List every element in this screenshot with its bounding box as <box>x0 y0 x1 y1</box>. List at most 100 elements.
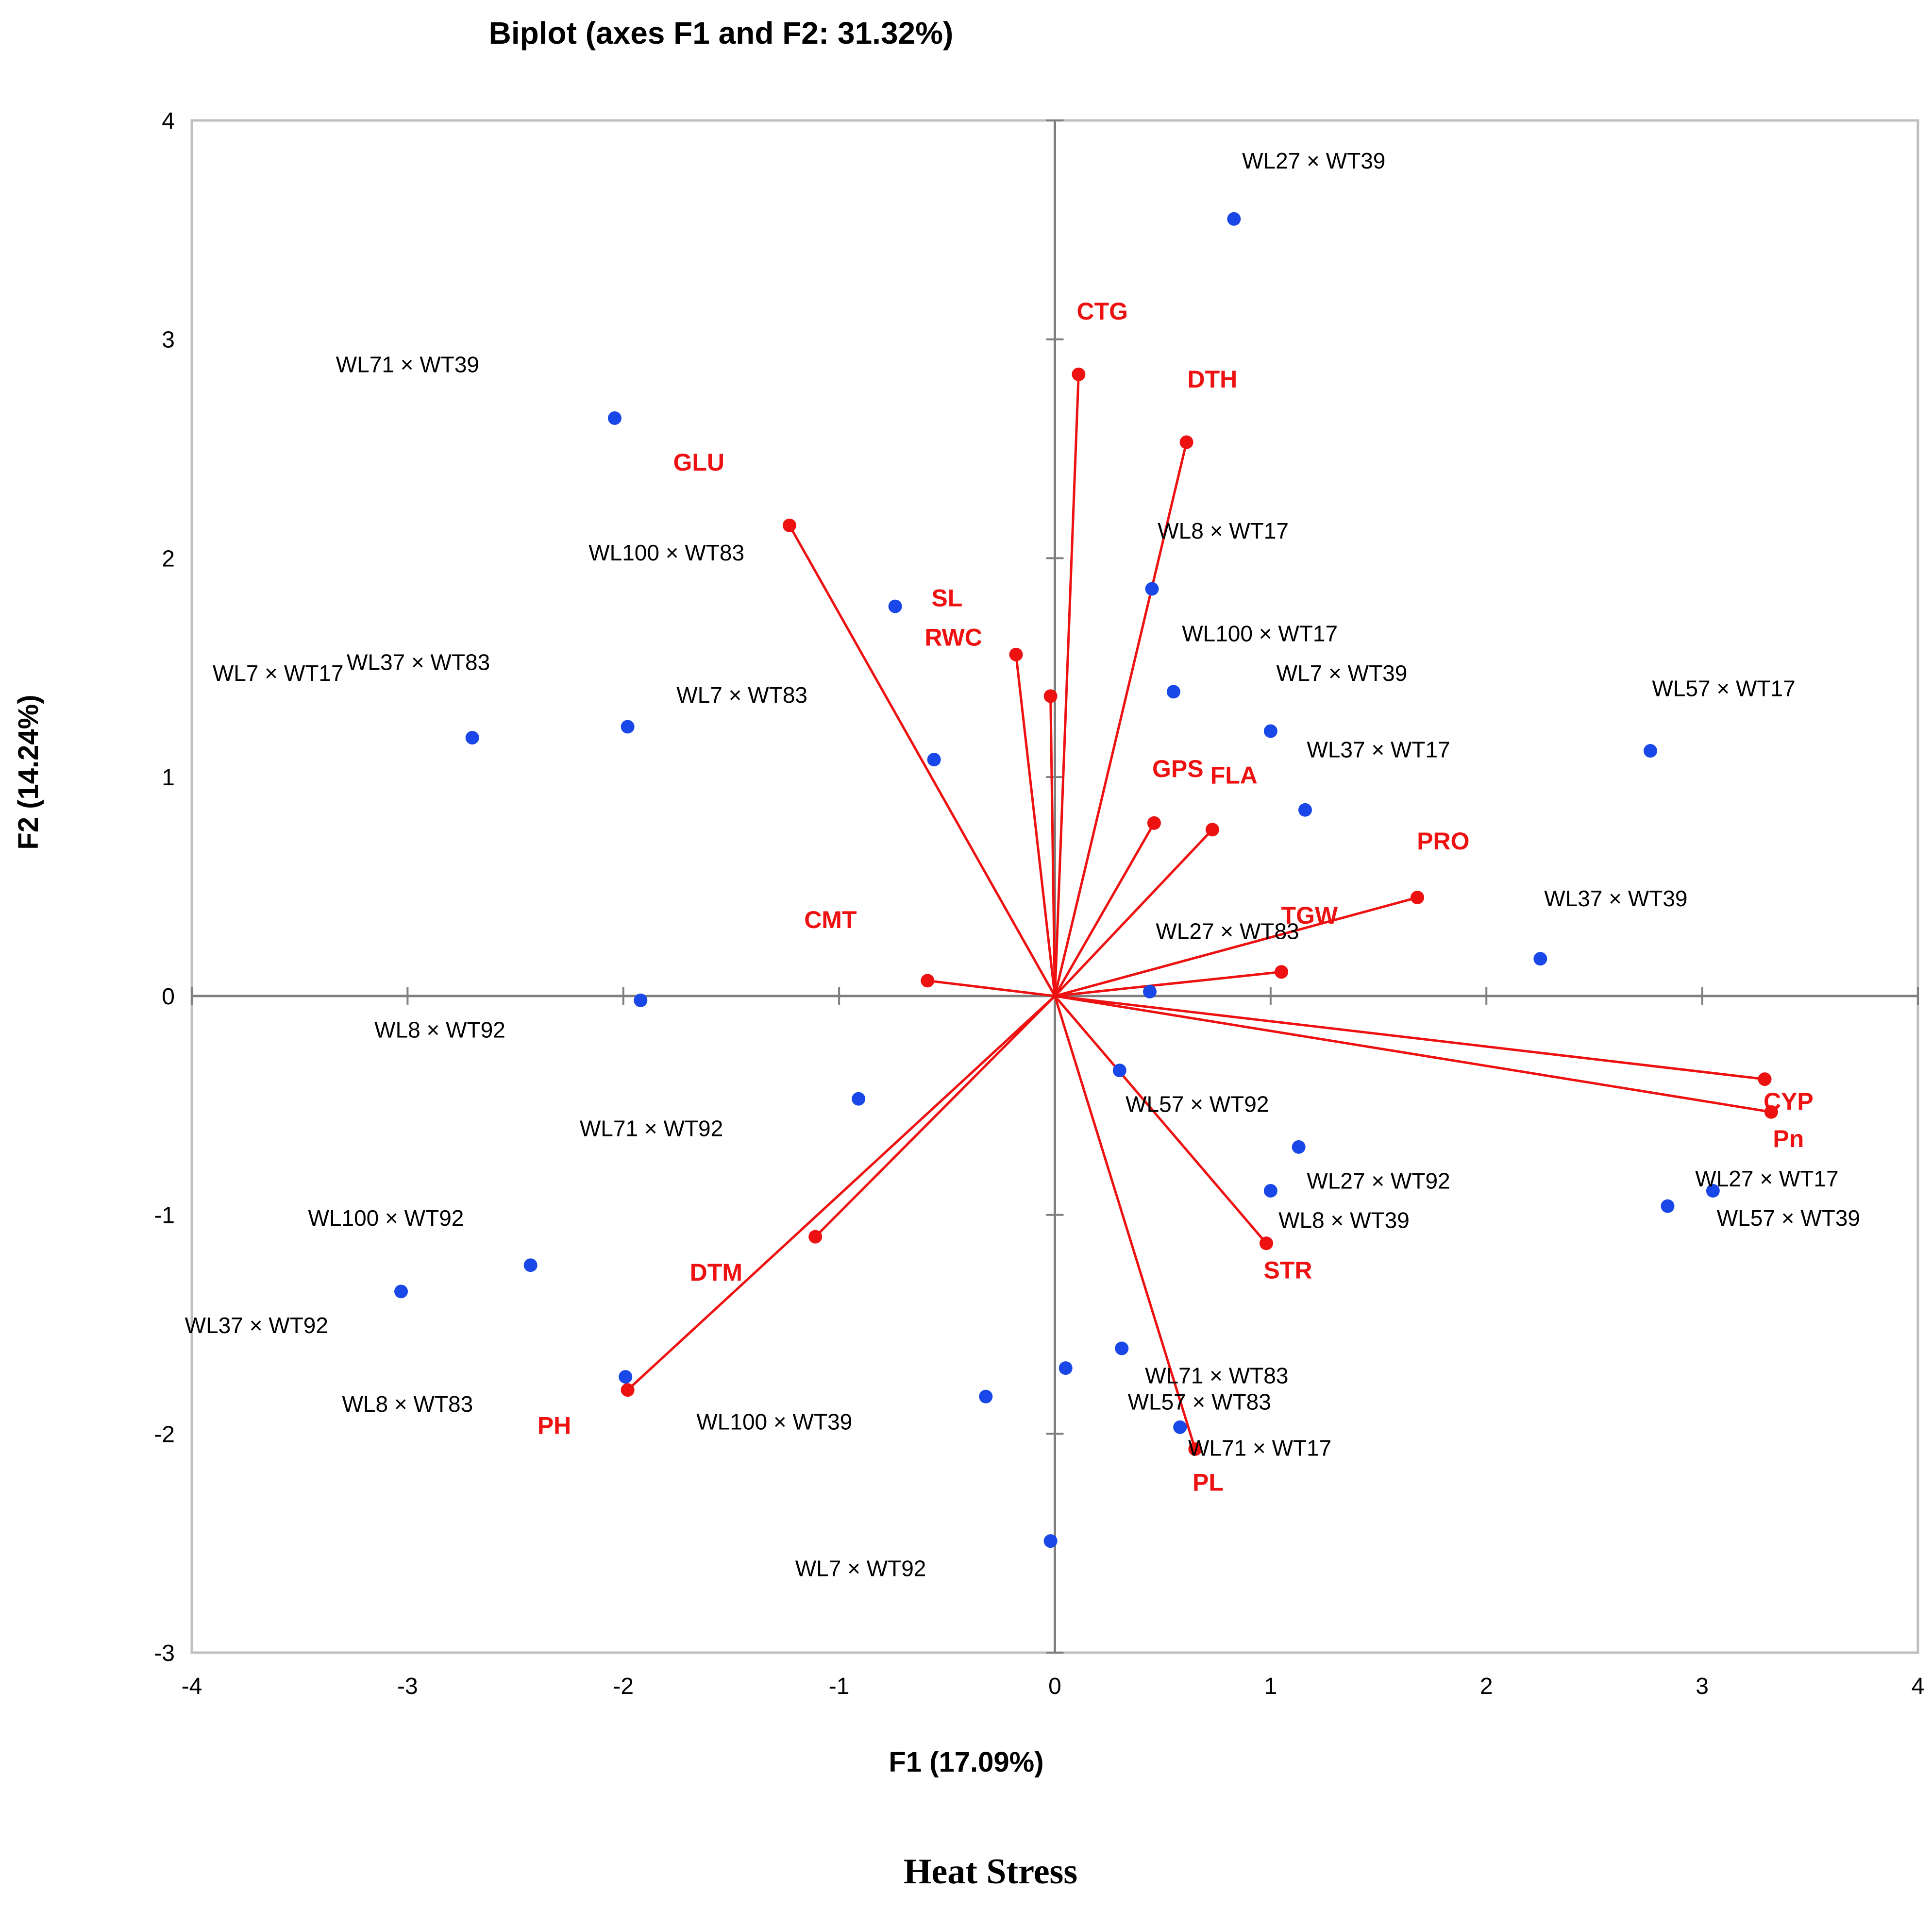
observation-point <box>1227 212 1241 226</box>
observation-point <box>1643 744 1657 758</box>
x-tick-label: 0 <box>1048 1674 1061 1699</box>
variable-vector-dth <box>1054 441 1188 997</box>
variable-vector-ctg <box>1054 374 1080 996</box>
observation-point <box>1533 952 1547 966</box>
variable-point-pl <box>1188 1442 1202 1456</box>
variable-vector-tgw <box>1055 970 1282 998</box>
variable-label-fla: FLA <box>1210 762 1258 789</box>
variable-vector-ph <box>626 995 1056 1391</box>
observation-label: WL7 × WT17 <box>213 660 344 686</box>
observation-point <box>852 1092 866 1106</box>
observation-label: WL37 × WT17 <box>1307 737 1450 762</box>
variable-label-dth: DTH <box>1188 366 1238 393</box>
x-tick-label: -4 <box>182 1674 202 1699</box>
variable-label-glu: GLU <box>673 449 725 476</box>
observation-label: WL100 × WT17 <box>1182 621 1338 646</box>
observation-point <box>1661 1199 1675 1213</box>
observation-point <box>465 731 479 745</box>
chart-title: Biplot (axes F1 and F2: 31.32%) <box>489 16 954 51</box>
observation-label: WL71 × WT39 <box>336 352 479 377</box>
observation-point <box>621 720 635 734</box>
y-tick-label: 3 <box>162 327 175 353</box>
variable-point-pro <box>1411 891 1425 905</box>
variable-label-cmt: CMT <box>804 906 857 933</box>
tick-labels: -4 -3 -2 -1 0 1 2 3 4 -3 -2 -1 0 1 2 3 4 <box>154 108 1924 1699</box>
observation-label: WL71 × WT92 <box>580 1116 723 1141</box>
variable-vector-sl <box>1049 696 1056 996</box>
observation-point <box>523 1258 538 1272</box>
observation-label: WL37 × WT92 <box>185 1313 328 1338</box>
observation-point <box>1043 1534 1058 1548</box>
variable-vector-pn <box>1055 995 1772 1114</box>
x-tick-label: 4 <box>1912 1674 1925 1699</box>
y-tick-label: -3 <box>154 1640 175 1666</box>
variable-point-cyp <box>1758 1072 1772 1086</box>
observation-label: WL7 × WT92 <box>795 1556 926 1581</box>
variable-point-rwc <box>1009 647 1023 661</box>
variable-vectors <box>621 367 1778 1456</box>
x-axis-title: F1 (17.09%) <box>889 1746 1043 1778</box>
observation-label: WL27 × WT17 <box>1695 1166 1838 1191</box>
y-axis-title: F2 (14.24%) <box>13 694 44 849</box>
variable-point-glu <box>782 518 796 532</box>
x-tick-label: -2 <box>613 1674 634 1699</box>
y-tick-label: -1 <box>154 1203 175 1229</box>
variable-vector-dtm <box>814 995 1056 1238</box>
observation-point <box>607 411 622 425</box>
observation-point <box>1166 685 1180 699</box>
observation-label: WL100 × WT92 <box>308 1205 464 1231</box>
observation-point <box>888 599 902 613</box>
observation-label: WL100 × WT39 <box>696 1409 852 1434</box>
variable-label-str: STR <box>1263 1256 1312 1284</box>
y-tick-label: 2 <box>162 546 175 572</box>
x-tick-label: 3 <box>1696 1674 1709 1699</box>
variable-vector-cmt <box>927 979 1055 998</box>
variable-point-str <box>1259 1236 1273 1251</box>
observation-label: WL37 × WT39 <box>1544 886 1687 911</box>
observation-point <box>1115 1341 1129 1355</box>
variable-point-dtm <box>808 1230 823 1244</box>
variable-label-sl: SL <box>931 585 962 612</box>
observation-label: WL57 × WT83 <box>1128 1389 1271 1415</box>
point-labels: CTG DTH GLU SL RWC GPS FLA PRO TGW CMT CYP Pn STR DTM… <box>185 148 1860 1581</box>
y-tick-label: 0 <box>162 984 175 1010</box>
variable-vector-cyp <box>1055 995 1765 1081</box>
observation-point <box>1143 984 1157 998</box>
variable-label-pn: Pn <box>1773 1125 1804 1152</box>
observation-point <box>1145 582 1159 596</box>
observation-label: WL37 × WT83 <box>347 649 490 675</box>
observation-point <box>927 753 941 767</box>
variable-point-tgw <box>1275 965 1289 979</box>
observation-point <box>394 1285 408 1299</box>
observation-label: WL57 × WT92 <box>1126 1092 1269 1117</box>
variable-label-rwc: RWC <box>924 624 982 651</box>
variable-point-sl <box>1043 689 1058 703</box>
observation-point <box>1058 1361 1073 1375</box>
observation-points <box>394 212 1720 1548</box>
variable-label-pl: PL <box>1193 1469 1224 1496</box>
variable-point-dth <box>1179 435 1193 449</box>
observation-point <box>1112 1064 1126 1078</box>
observation-label: WL71 × WT83 <box>1145 1363 1288 1388</box>
observation-label: WL100 × WT83 <box>588 540 744 565</box>
variable-vector-str <box>1054 995 1267 1244</box>
variable-vector-fla <box>1054 829 1213 997</box>
x-tick-label: -3 <box>397 1674 418 1699</box>
variable-label-dtm: DTM <box>690 1259 742 1286</box>
x-tick-label: 2 <box>1480 1674 1493 1699</box>
observation-label: WL57 × WT17 <box>1652 676 1795 701</box>
variable-label-pro: PRO <box>1417 828 1469 855</box>
observation-point <box>1706 1184 1720 1198</box>
observation-label: WL27 × WT92 <box>1307 1168 1450 1193</box>
variable-vector-pl <box>1054 996 1196 1450</box>
observation-label: WL8 × WT39 <box>1278 1208 1410 1233</box>
observation-label: WL27 × WT83 <box>1156 919 1299 944</box>
observation-label: WL8 × WT92 <box>374 1017 505 1042</box>
figure-caption: Heat Stress <box>904 1852 1077 1892</box>
observation-point <box>1292 1140 1306 1154</box>
observation-point <box>1173 1420 1187 1434</box>
y-tick-label: -2 <box>154 1421 175 1447</box>
variable-vector-glu <box>788 524 1056 997</box>
observation-label: WL8 × WT83 <box>342 1391 473 1417</box>
